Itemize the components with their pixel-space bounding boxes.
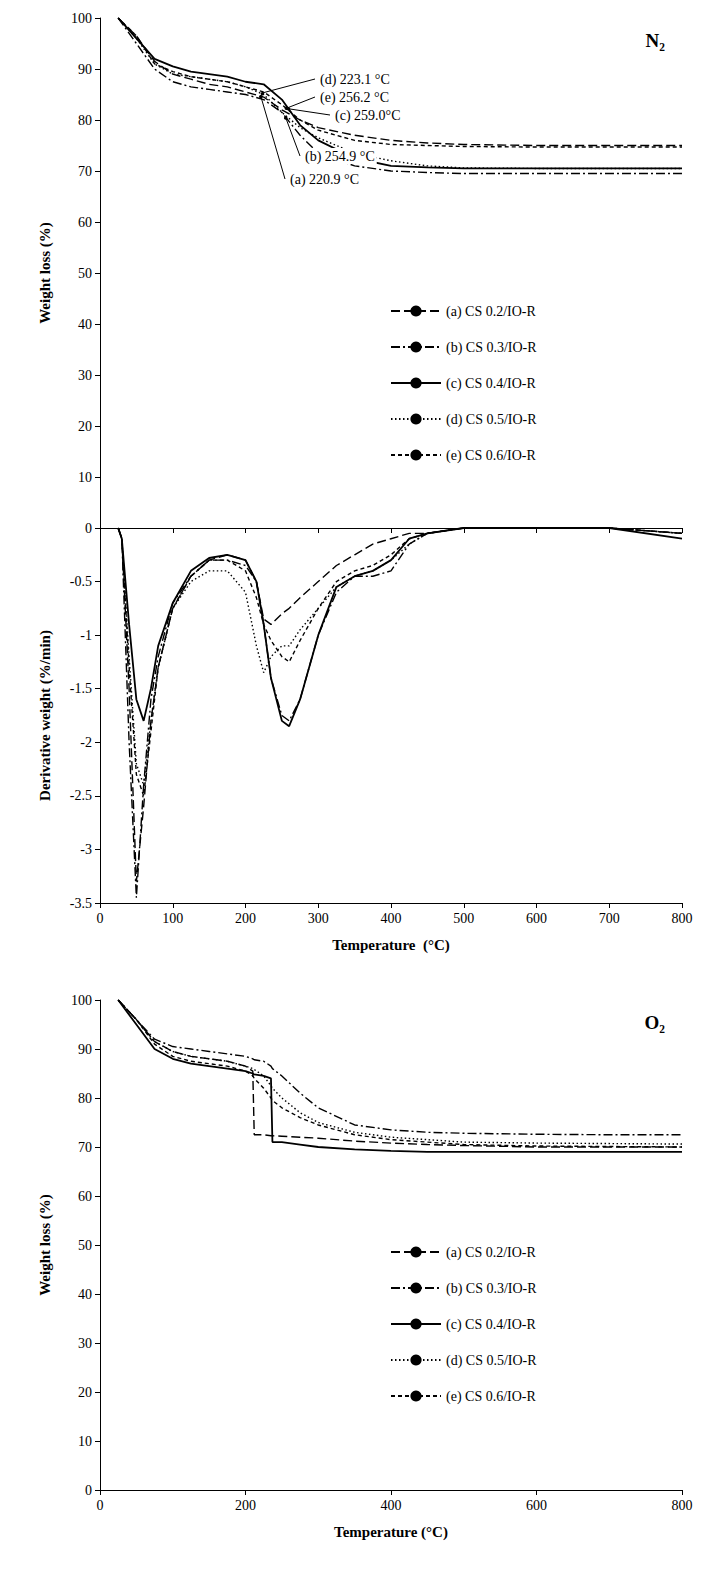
svg-text:500: 500 bbox=[453, 911, 474, 926]
svg-text:Temperature (°C): Temperature (°C) bbox=[334, 1524, 448, 1541]
svg-text:(c) CS 0.4/IO-R: (c) CS 0.4/IO-R bbox=[446, 1317, 536, 1333]
svg-text:(a) 220.9 °C: (a) 220.9 °C bbox=[290, 172, 359, 188]
svg-text:N₂: N₂ bbox=[646, 30, 666, 51]
svg-text:(b) 254.9 °C: (b) 254.9 °C bbox=[305, 149, 375, 165]
svg-text:0: 0 bbox=[85, 521, 92, 536]
svg-text:80: 80 bbox=[78, 113, 92, 128]
svg-text:300: 300 bbox=[308, 911, 329, 926]
svg-text:800: 800 bbox=[672, 911, 693, 926]
svg-text:200: 200 bbox=[235, 1498, 256, 1513]
svg-text:Derivative weight (%/min): Derivative weight (%/min) bbox=[37, 630, 54, 801]
svg-text:60: 60 bbox=[78, 1189, 92, 1204]
svg-text:-1.5: -1.5 bbox=[70, 681, 92, 696]
svg-text:100: 100 bbox=[162, 911, 183, 926]
svg-text:60: 60 bbox=[78, 215, 92, 230]
svg-text:90: 90 bbox=[78, 1042, 92, 1057]
svg-text:700: 700 bbox=[599, 911, 620, 926]
svg-text:50: 50 bbox=[78, 266, 92, 281]
svg-text:0: 0 bbox=[97, 911, 104, 926]
svg-text:-2.5: -2.5 bbox=[70, 788, 92, 803]
svg-text:0: 0 bbox=[97, 1498, 104, 1513]
svg-text:100: 100 bbox=[71, 993, 92, 1008]
svg-text:(d) CS 0.5/IO-R: (d) CS 0.5/IO-R bbox=[446, 412, 537, 428]
svg-text:20: 20 bbox=[78, 1385, 92, 1400]
svg-text:80: 80 bbox=[78, 1091, 92, 1106]
svg-text:20: 20 bbox=[78, 419, 92, 434]
svg-text:800: 800 bbox=[672, 1498, 693, 1513]
svg-text:-0.5: -0.5 bbox=[70, 574, 92, 589]
svg-text:(d) 223.1 °C: (d) 223.1 °C bbox=[320, 72, 390, 88]
svg-text:Weight loss (%): Weight loss (%) bbox=[37, 1194, 54, 1296]
svg-text:100: 100 bbox=[71, 11, 92, 26]
svg-text:70: 70 bbox=[78, 164, 92, 179]
svg-text:(e) 256.2 °C: (e) 256.2 °C bbox=[320, 90, 389, 106]
svg-text:400: 400 bbox=[381, 911, 402, 926]
svg-text:(e) CS 0.6/IO-R: (e) CS 0.6/IO-R bbox=[446, 1389, 536, 1405]
svg-text:30: 30 bbox=[78, 1336, 92, 1351]
svg-text:Weight loss (%): Weight loss (%) bbox=[37, 222, 54, 324]
svg-text:-1: -1 bbox=[80, 628, 92, 643]
svg-text:90: 90 bbox=[78, 62, 92, 77]
svg-text:Temperature (°C): Temperature (°C) bbox=[332, 937, 450, 954]
svg-text:200: 200 bbox=[235, 911, 256, 926]
svg-text:-2: -2 bbox=[80, 735, 92, 750]
svg-text:600: 600 bbox=[526, 1498, 547, 1513]
svg-text:10: 10 bbox=[78, 1434, 92, 1449]
svg-text:50: 50 bbox=[78, 1238, 92, 1253]
svg-text:-3.5: -3.5 bbox=[70, 896, 92, 911]
svg-text:(d) CS 0.5/IO-R: (d) CS 0.5/IO-R bbox=[446, 1353, 537, 1369]
svg-text:0: 0 bbox=[85, 1483, 92, 1498]
svg-text:40: 40 bbox=[78, 1287, 92, 1302]
svg-text:(e) CS 0.6/IO-R: (e) CS 0.6/IO-R bbox=[446, 448, 536, 464]
svg-text:(a) CS 0.2/IO-R: (a) CS 0.2/IO-R bbox=[446, 304, 536, 320]
svg-text:30: 30 bbox=[78, 368, 92, 383]
svg-text:(a) CS 0.2/IO-R: (a) CS 0.2/IO-R bbox=[446, 1245, 536, 1261]
svg-text:(b) CS 0.3/IO-R: (b) CS 0.3/IO-R bbox=[446, 1281, 537, 1297]
svg-text:(c) 259.0°C: (c) 259.0°C bbox=[335, 108, 400, 124]
svg-text:(c) CS 0.4/IO-R: (c) CS 0.4/IO-R bbox=[446, 376, 536, 392]
svg-text:O₂: O₂ bbox=[645, 1012, 666, 1033]
svg-text:(b) CS 0.3/IO-R: (b) CS 0.3/IO-R bbox=[446, 340, 537, 356]
svg-text:10: 10 bbox=[78, 470, 92, 485]
svg-text:70: 70 bbox=[78, 1140, 92, 1155]
svg-text:-3: -3 bbox=[80, 842, 92, 857]
svg-text:600: 600 bbox=[526, 911, 547, 926]
svg-text:400: 400 bbox=[381, 1498, 402, 1513]
svg-text:40: 40 bbox=[78, 317, 92, 332]
